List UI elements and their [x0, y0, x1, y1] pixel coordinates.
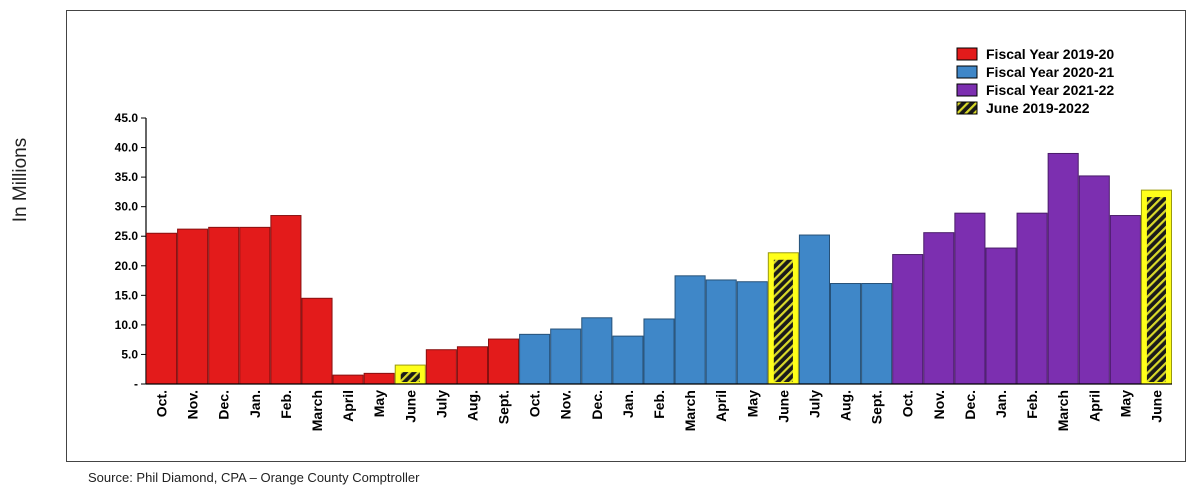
- x-tick-label: June: [775, 390, 791, 423]
- y-tick-label: 10.0: [115, 318, 139, 332]
- x-tick-label: May: [371, 390, 387, 417]
- bar-hatch: [400, 372, 420, 382]
- x-tick-label: Dec.: [962, 390, 978, 420]
- bar-hatch: [773, 259, 793, 382]
- x-tick-label: Jan.: [247, 390, 263, 418]
- source-note: Source: Phil Diamond, CPA – Orange Count…: [88, 470, 420, 485]
- bar-hatch: [1146, 197, 1166, 382]
- y-tick-label: 40.0: [115, 141, 139, 155]
- y-tick-label: -: [134, 377, 138, 391]
- x-tick-label: May: [744, 390, 760, 417]
- x-tick-label: March: [1055, 390, 1071, 431]
- bar-fy1920: [208, 226, 240, 385]
- x-tick-label: Aug.: [838, 390, 854, 421]
- legend-label: Fiscal Year 2021-22: [986, 82, 1114, 98]
- bar-fy2122: [1109, 215, 1141, 385]
- x-tick-label: April: [340, 390, 356, 422]
- x-tick-label: Sept.: [496, 390, 512, 424]
- bar-fy2021: [519, 333, 551, 385]
- x-tick-label: Feb.: [278, 390, 294, 419]
- bar-fy2021: [581, 317, 613, 385]
- bar-fy1920: [239, 226, 271, 385]
- bar-fy2122: [923, 232, 955, 385]
- bar-fy1920: [425, 349, 457, 385]
- bar-fy2021: [643, 318, 675, 385]
- y-tick-label: 20.0: [115, 259, 139, 273]
- x-tick-label: Nov.: [558, 390, 574, 419]
- bar-fy1920: [332, 374, 364, 385]
- y-tick-label: 25.0: [115, 229, 139, 243]
- bar-fy2122: [1078, 175, 1110, 385]
- x-tick-label: Sept.: [869, 390, 885, 424]
- y-tick-label: 15.0: [115, 288, 139, 302]
- x-tick-label: Oct.: [154, 390, 170, 417]
- bar-fy2021: [612, 335, 644, 385]
- x-tick-label: Feb.: [651, 390, 667, 419]
- bar-fy1920: [146, 232, 178, 385]
- y-tick-label: 35.0: [115, 170, 139, 184]
- legend-swatch: [956, 65, 978, 79]
- x-tick-label: March: [682, 390, 698, 431]
- x-tick-label: June: [402, 390, 418, 423]
- x-tick-label: May: [1117, 390, 1133, 417]
- x-tick-label: Feb.: [1024, 390, 1040, 419]
- bar-fy2021: [798, 234, 831, 385]
- bar-fy2021: [550, 328, 582, 385]
- x-tick-label: Jan.: [620, 390, 636, 418]
- x-tick-label: Aug.: [464, 390, 480, 421]
- bar-fy1920: [301, 297, 333, 385]
- bar-fy2021: [736, 281, 768, 385]
- legend-swatch: [956, 47, 978, 61]
- bar-fy1920: [488, 338, 520, 385]
- y-tick-label: 45.0: [115, 111, 139, 125]
- bar-fy2021: [705, 279, 737, 385]
- legend-swatch: [956, 83, 978, 97]
- bar-fy2122: [1047, 152, 1079, 385]
- legend-swatch: [956, 101, 978, 115]
- legend-label: Fiscal Year 2019-20: [986, 46, 1114, 62]
- bar-fy2122: [954, 212, 986, 385]
- x-tick-label: Dec.: [589, 390, 605, 420]
- bar-fy2021: [861, 283, 893, 385]
- x-tick-label: June: [1148, 390, 1164, 423]
- x-tick-label: Nov.: [185, 390, 201, 419]
- bar-fy1920: [456, 346, 488, 385]
- bar-fy2122: [892, 254, 924, 385]
- x-tick-label: Nov.: [931, 390, 947, 419]
- y-tick-label: 5.0: [121, 347, 138, 361]
- bar-fy2021: [674, 275, 706, 385]
- bar-fy2122: [1016, 212, 1048, 385]
- x-tick-label: July: [433, 390, 449, 418]
- x-tick-label: April: [1086, 390, 1102, 422]
- x-tick-label: March: [309, 390, 325, 431]
- x-tick-label: Dec.: [216, 390, 232, 420]
- legend-label: June 2019-2022: [986, 100, 1090, 116]
- x-tick-label: Jan.: [993, 390, 1009, 418]
- x-tick-label: July: [806, 390, 822, 418]
- bar-fy1920: [177, 228, 209, 385]
- bar-fy2122: [985, 247, 1017, 385]
- bar-fy1920: [363, 372, 395, 385]
- x-tick-label: Oct.: [527, 390, 543, 417]
- x-tick-label: April: [713, 390, 729, 422]
- bar-fy2021: [830, 283, 862, 385]
- x-tick-label: Oct.: [900, 390, 916, 417]
- y-tick-label: 30.0: [115, 200, 139, 214]
- legend-label: Fiscal Year 2020-21: [986, 64, 1114, 80]
- bar-fy1920: [270, 215, 302, 385]
